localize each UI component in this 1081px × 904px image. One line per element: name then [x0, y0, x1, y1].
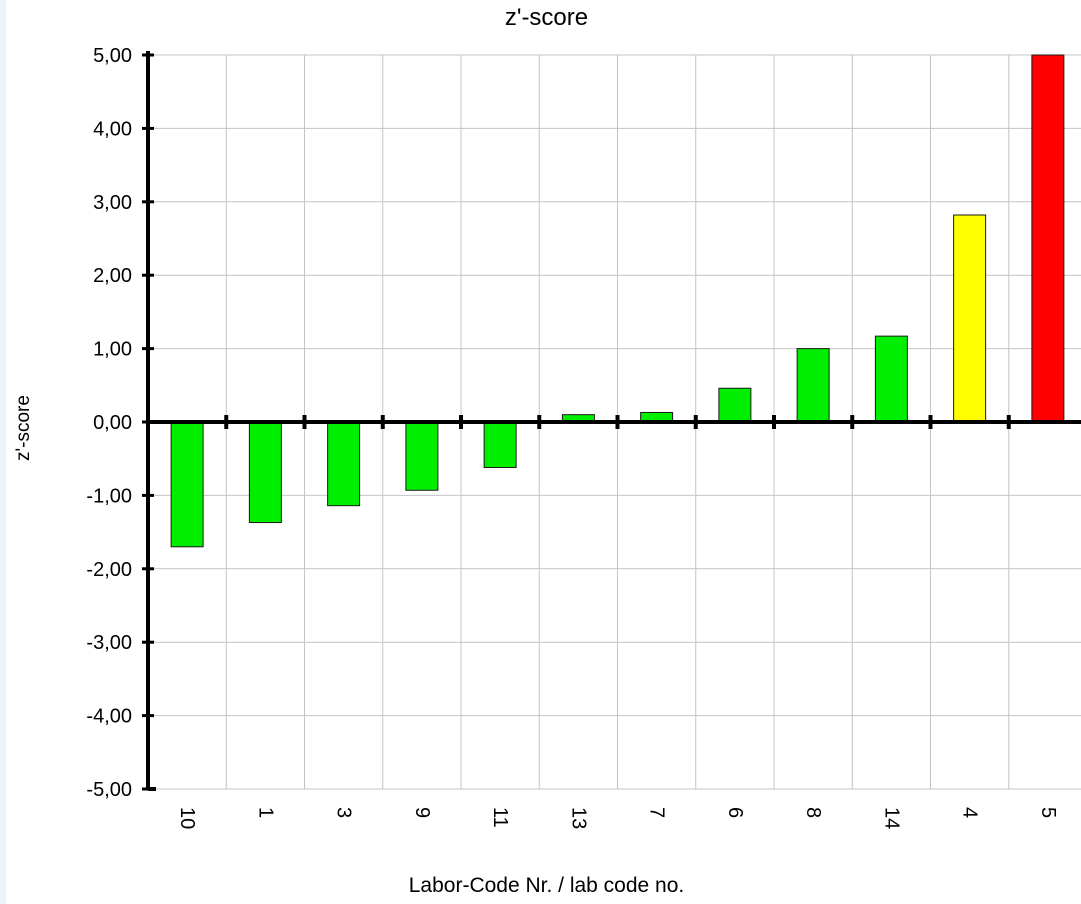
- y-tick-label: -1,00: [86, 485, 132, 507]
- y-tick-label: 5,00: [93, 45, 132, 67]
- y-tick-label: -4,00: [86, 706, 132, 728]
- y-tick-label: -2,00: [86, 559, 132, 581]
- y-tick-label: 4,00: [93, 118, 132, 140]
- bar-lab-8: [796, 348, 830, 423]
- bar-lab-4: [953, 214, 987, 423]
- x-tick-label: 3: [333, 807, 355, 818]
- y-tick-label: 0,00: [93, 412, 132, 434]
- bar-lab-1: [248, 421, 282, 524]
- bar-lab-9: [405, 421, 439, 491]
- bar-lab-5: [1031, 54, 1065, 423]
- y-tick-label: -5,00: [86, 779, 132, 801]
- bar-lab-3: [327, 421, 361, 507]
- bar-lab-11: [483, 421, 517, 469]
- y-tick-label: 2,00: [93, 265, 132, 287]
- x-tick-label: 7: [646, 807, 668, 818]
- x-tick-label: 11: [489, 807, 511, 828]
- y-tick-label: 3,00: [93, 192, 132, 214]
- x-tick-label: 8: [802, 807, 824, 818]
- x-tick-label: 9: [411, 807, 433, 818]
- x-tick-label: 5: [1037, 807, 1059, 818]
- x-tick-label: 4: [959, 807, 981, 818]
- bar-chart: 5,00 4,00 3,00 2,00 1,00 0,00 -1,00 -2,00 -3,00 -…: [86, 45, 1081, 829]
- bar-lab-6: [718, 387, 752, 423]
- x-tick-label: 6: [724, 807, 746, 818]
- x-tick-label: 13: [567, 807, 589, 829]
- bar-lab-10: [170, 421, 204, 548]
- y-tick-label: 1,00: [93, 339, 132, 361]
- x-tick-label: 14: [880, 807, 902, 829]
- x-axis-label: Labor-Code Nr. / lab code no.: [408, 874, 685, 897]
- bar-lab-14: [874, 335, 908, 423]
- x-tick-label: 10: [176, 807, 198, 829]
- x-tick-label: 1: [254, 807, 276, 818]
- y-tick-label: -3,00: [86, 632, 132, 654]
- chart-title: z'-score: [504, 4, 589, 31]
